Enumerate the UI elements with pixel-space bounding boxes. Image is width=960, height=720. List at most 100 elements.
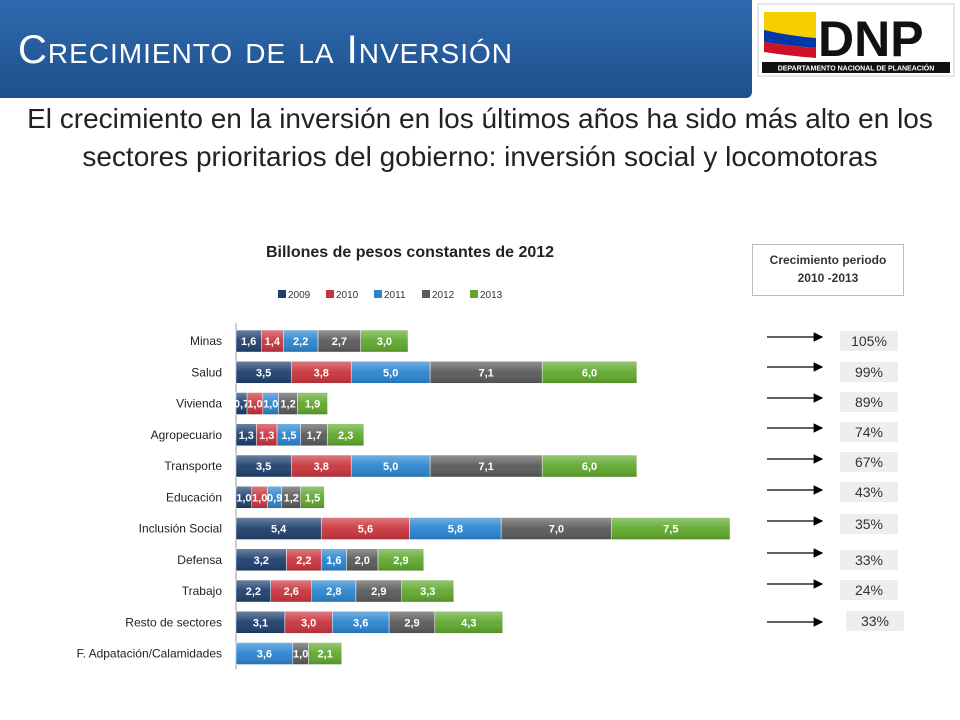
data-label: 3,3 bbox=[420, 586, 435, 598]
bar-segment bbox=[500, 517, 612, 540]
bar-segment bbox=[235, 454, 292, 478]
data-label: 5,0 bbox=[383, 367, 398, 379]
bar-segment-shine bbox=[311, 580, 356, 602]
data-label: 1,9 bbox=[305, 399, 320, 411]
bar-segment-shine bbox=[247, 392, 263, 415]
bar-segment-shine bbox=[281, 486, 301, 509]
data-label: 3,5 bbox=[256, 367, 271, 379]
bar-segment bbox=[251, 486, 268, 509]
bar-segment bbox=[261, 329, 284, 353]
data-label: 7,1 bbox=[479, 367, 494, 379]
bar-segment bbox=[401, 579, 455, 603]
legend-swatch-2010 bbox=[326, 290, 334, 298]
growth-value: 35% bbox=[840, 514, 898, 534]
bar-segment bbox=[283, 329, 319, 353]
legend-swatch-2012 bbox=[422, 290, 430, 298]
category-label: Trabajo bbox=[182, 584, 223, 598]
growth-header-line-2: 2010 -2013 bbox=[797, 271, 859, 285]
bar-segment-shine bbox=[236, 392, 248, 415]
bar-segment bbox=[317, 329, 361, 353]
data-label: 3,2 bbox=[254, 555, 269, 567]
data-label: 1,5 bbox=[305, 492, 320, 504]
bar-segment bbox=[235, 642, 294, 665]
bar-segment bbox=[235, 392, 248, 415]
data-label: 1,0 bbox=[252, 492, 267, 504]
logo-text: DNP bbox=[818, 11, 924, 67]
category-label: Resto de sectores bbox=[125, 615, 222, 629]
bar-segment-shine bbox=[236, 486, 252, 509]
category-label: Salud bbox=[191, 365, 222, 379]
category-label: Agropecuario bbox=[151, 428, 223, 442]
bar-segment bbox=[346, 548, 379, 571]
bar-segment bbox=[235, 579, 271, 603]
data-label: 2,9 bbox=[371, 586, 386, 598]
category-label: Defensa bbox=[177, 553, 222, 567]
data-label: 1,0 bbox=[293, 649, 308, 661]
bar-segment bbox=[541, 454, 638, 478]
bar-segment bbox=[235, 423, 257, 446]
data-label: 1,7 bbox=[306, 430, 321, 442]
bar-segment-shine bbox=[430, 361, 543, 384]
bar-segment-shine bbox=[262, 392, 279, 415]
data-label: 5,6 bbox=[358, 524, 373, 536]
category-label: Inclusión Social bbox=[139, 522, 222, 536]
legend-label-2013: 2013 bbox=[480, 290, 503, 301]
bar-segment-shine bbox=[291, 361, 352, 384]
bar-segment-shine bbox=[360, 330, 409, 352]
data-label: 3,5 bbox=[256, 461, 271, 473]
data-label: 3,6 bbox=[353, 617, 368, 629]
data-label: 2,9 bbox=[393, 555, 408, 567]
bar-segment-shine bbox=[300, 423, 328, 446]
legend-label-2010: 2010 bbox=[336, 290, 359, 301]
bar-segment-shine bbox=[308, 642, 342, 665]
data-label: 2,7 bbox=[332, 336, 347, 348]
bar-segment bbox=[235, 517, 322, 540]
data-label: 6,0 bbox=[582, 367, 597, 379]
growth-header-line-1: Crecimiento periodo bbox=[769, 253, 887, 267]
bar-segment bbox=[320, 548, 347, 571]
data-label: 2,3 bbox=[338, 430, 353, 442]
data-label: 1,0 bbox=[247, 399, 262, 411]
bar-segment bbox=[292, 642, 309, 665]
bar-segment-shine bbox=[277, 423, 301, 446]
bar-segment-shine bbox=[430, 455, 543, 477]
growth-value: 43% bbox=[840, 482, 898, 502]
data-label: 1,0 bbox=[236, 492, 251, 504]
bar-segment-shine bbox=[318, 330, 361, 352]
data-label: 0,9 bbox=[267, 492, 282, 504]
bar-segment bbox=[284, 611, 333, 634]
bar-segment-shine bbox=[321, 548, 347, 571]
bar-segment-shine bbox=[327, 423, 364, 446]
bar-segment-shine bbox=[351, 361, 431, 384]
data-label: 1,0 bbox=[263, 399, 278, 411]
data-label: 1,6 bbox=[241, 336, 256, 348]
bar-segment-shine bbox=[355, 580, 402, 602]
bar-segment-shine bbox=[236, 455, 292, 477]
bar-segment-shine bbox=[251, 486, 268, 509]
bar-segment bbox=[360, 329, 409, 353]
bar-segment-shine bbox=[278, 392, 298, 415]
bar-segment-shine bbox=[611, 517, 730, 540]
category-label: Educación bbox=[166, 490, 222, 504]
bar-segment bbox=[281, 486, 301, 509]
bar-segment-shine bbox=[236, 423, 257, 446]
bar-segment bbox=[434, 611, 503, 634]
legend-swatch-2009 bbox=[278, 290, 286, 298]
bar-segment bbox=[311, 579, 357, 603]
bar-segment bbox=[270, 579, 313, 603]
bar-segment bbox=[388, 611, 436, 634]
bar-segment bbox=[297, 392, 328, 415]
data-label: 2,1 bbox=[318, 649, 333, 661]
bar-segment-shine bbox=[351, 455, 431, 477]
data-label: 3,8 bbox=[314, 367, 329, 379]
data-label: 3,0 bbox=[301, 617, 316, 629]
data-label: 7,0 bbox=[549, 524, 564, 536]
data-label: 2,9 bbox=[404, 617, 419, 629]
data-label: 3,0 bbox=[377, 336, 392, 348]
bar-segment bbox=[235, 548, 287, 571]
growth-value: 33% bbox=[846, 611, 904, 631]
data-label: 1,5 bbox=[281, 430, 296, 442]
data-label: 5,4 bbox=[271, 524, 287, 536]
bar-segment bbox=[290, 454, 352, 478]
bar-segment-shine bbox=[542, 455, 637, 477]
